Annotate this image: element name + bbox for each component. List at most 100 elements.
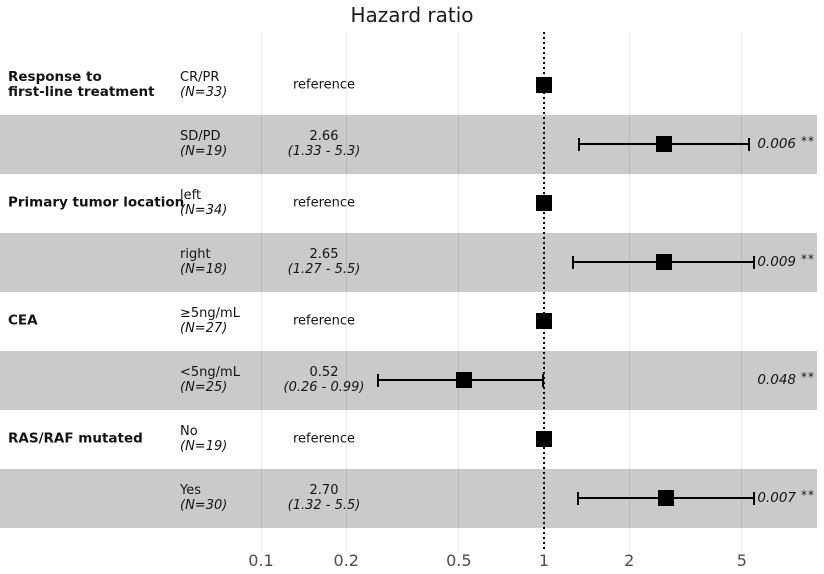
level-label: SD/PD (N=19) (180, 129, 227, 159)
level-n: (N=19) (180, 439, 228, 454)
hr-point-square (658, 490, 675, 506)
level-n: (N=34) (180, 203, 228, 218)
p-value-number: 0.007 (757, 490, 796, 506)
estimate-ci: (1.27 - 5.5) (287, 262, 361, 277)
p-value-number: 0.048 (757, 372, 796, 388)
hr-point-square (536, 431, 552, 447)
forest-row-cea-low: <5ng/mL (N=25) 0.52 (0.26 - 0.99) 0.048 ** (0, 351, 817, 410)
hr-point-square (536, 77, 552, 93)
level-n: (N=18) (180, 262, 228, 277)
estimate-value: 0.52 (309, 365, 339, 380)
estimate-label: 2.65 (1.27 - 5.5) (240, 247, 408, 277)
x-tick-label: 0.1 (248, 551, 274, 570)
level-name: Yes (180, 483, 201, 498)
level-n: (N=25) (180, 380, 228, 395)
ci-cap-left (377, 373, 380, 387)
p-value: 0.007 ** (757, 488, 815, 506)
level-label: ≥5ng/mL (N=27) (180, 306, 240, 336)
level-n: (N=30) (180, 498, 228, 513)
p-value: 0.006 ** (757, 134, 815, 152)
estimate-label: reference (240, 196, 408, 211)
level-name: SD/PD (180, 129, 221, 144)
estimate-value: reference (292, 77, 356, 93)
level-label: <5ng/mL (N=25) (180, 365, 240, 395)
level-label: Yes (N=30) (180, 483, 227, 513)
estimate-ci: (0.26 - 0.99) (283, 380, 365, 395)
significance-stars: ** (801, 252, 815, 266)
forest-row-right: right (N=18) 2.65 (1.27 - 5.5) 0.009 ** (0, 233, 817, 292)
variable-label: Primary tumor location (8, 194, 185, 211)
p-value: 0.009 ** (757, 252, 815, 270)
estimate-value: 2.65 (309, 247, 339, 262)
chart-title: Hazard ratio (350, 3, 474, 27)
ci-cap-left (578, 137, 581, 151)
estimate-value: 2.70 (309, 483, 339, 498)
level-label: CR/PR (N=33) (180, 70, 227, 100)
estimate-value: reference (292, 431, 356, 447)
ci-cap-left (572, 255, 575, 269)
estimate-label: reference (240, 78, 408, 93)
estimate-label: 0.52 (0.26 - 0.99) (240, 365, 408, 395)
forest-row-crpr: Response to first-line treatment CR/PR (N… (0, 56, 817, 115)
x-tick-label: 0.5 (446, 551, 472, 570)
forest-row-rasraf-yes: Yes (N=30) 2.70 (1.32 - 5.5) 0.007 ** (0, 469, 817, 528)
hr-point-square (455, 372, 472, 388)
forest-row-rasraf-no: RAS/RAF mutated No (N=19) reference (0, 410, 817, 469)
variable-label: Response to first-line treatment (8, 69, 155, 100)
p-value-number: 0.006 (757, 136, 796, 152)
estimate-ci: (1.33 - 5.3) (287, 144, 361, 159)
variable-label: RAS/RAF mutated (8, 430, 143, 447)
level-name: <5ng/mL (180, 365, 240, 380)
estimate-label: reference (240, 432, 408, 447)
ci-cap-right (752, 491, 755, 505)
level-name: No (180, 424, 198, 439)
estimate-label: 2.70 (1.32 - 5.5) (240, 483, 408, 513)
forest-row-left: Primary tumor location left (N=34) refere… (0, 174, 817, 233)
ci-cap-right (541, 373, 544, 387)
p-value: 0.048 ** (757, 370, 815, 388)
x-tick-label: 1 (538, 551, 550, 570)
significance-stars: ** (801, 488, 815, 502)
ci-cap-right (747, 137, 750, 151)
x-gridline (260, 32, 262, 550)
significance-stars: ** (801, 134, 815, 148)
hr-point-square (656, 136, 673, 152)
estimate-ci: (1.32 - 5.5) (287, 498, 361, 513)
forest-row-cea-high: CEA ≥5ng/mL (N=27) reference (0, 292, 817, 351)
estimate-label: reference (240, 314, 408, 329)
ci-cap-left (577, 491, 580, 505)
ci-cap-right (752, 255, 755, 269)
hr-point-square (536, 195, 552, 211)
level-name: CR/PR (180, 70, 220, 85)
level-label: No (N=19) (180, 424, 227, 454)
estimate-value: 2.66 (309, 129, 339, 144)
level-n: (N=19) (180, 144, 228, 159)
level-n: (N=27) (180, 321, 228, 336)
forest-row-sdpd: SD/PD (N=19) 2.66 (1.33 - 5.3) 0.006 ** (0, 115, 817, 174)
x-gridline (345, 32, 347, 550)
x-tick-label: 2 (624, 551, 635, 570)
level-name: ≥5ng/mL (180, 306, 240, 321)
level-name: left (180, 188, 202, 203)
level-name: right (180, 247, 211, 262)
x-gridline (458, 32, 460, 550)
level-n: (N=33) (180, 85, 228, 100)
x-tick-label: 5 (736, 551, 747, 570)
estimate-value: reference (292, 195, 356, 211)
hr-point-square (655, 254, 672, 270)
x-gridline (741, 32, 743, 550)
level-label: right (N=18) (180, 247, 227, 277)
significance-stars: ** (801, 370, 815, 384)
level-label: left (N=34) (180, 188, 227, 218)
variable-label: CEA (8, 312, 38, 329)
hr-point-square (536, 313, 552, 329)
estimate-label: 2.66 (1.33 - 5.3) (240, 129, 408, 159)
p-value-number: 0.009 (757, 254, 796, 270)
reference-line (543, 32, 545, 550)
estimate-value: reference (292, 313, 356, 329)
x-tick-label: 0.2 (333, 551, 359, 570)
